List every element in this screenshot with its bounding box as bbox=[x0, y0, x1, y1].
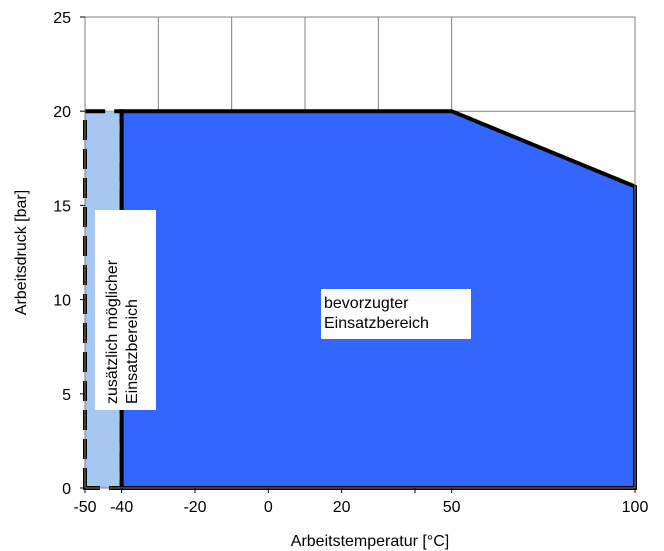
y-tick-label: 5 bbox=[62, 387, 71, 404]
x-tick-label: -50 bbox=[73, 499, 96, 516]
x-tick-label: -40 bbox=[110, 499, 133, 516]
x-tick-label: 100 bbox=[622, 499, 649, 516]
x-axis-title: Arbeitstemperatur [°C] bbox=[291, 533, 449, 550]
axes: -50 -40 -20 0 20 50 100 0 5 10 15 20 25 bbox=[53, 10, 648, 516]
region-labels: zusätzlich möglicher Einsatzbereich bevorz… bbox=[95, 210, 471, 410]
y-tick-label: 25 bbox=[53, 10, 71, 27]
y-tick-label: 15 bbox=[53, 198, 71, 215]
x-tick-label: 20 bbox=[333, 499, 351, 516]
y-tick-label: 20 bbox=[53, 104, 71, 121]
plot-area-frame bbox=[84, 16, 636, 489]
additional-range-label-box bbox=[95, 210, 156, 410]
x-tick-label: 0 bbox=[264, 499, 273, 516]
x-tick-label: -20 bbox=[183, 499, 206, 516]
preferred-range-label-line: bevorzugter bbox=[324, 295, 409, 312]
y-tick-label: 10 bbox=[53, 293, 71, 310]
x-tick-label: 50 bbox=[443, 499, 461, 516]
additional-range-label-line: Einsatzbereich bbox=[124, 299, 141, 404]
y-axis-title: Arbeitsdruck [bar] bbox=[13, 190, 30, 315]
additional-range-label-line: zusätzlich möglicher bbox=[104, 259, 121, 404]
preferred-range-label-box bbox=[321, 289, 471, 339]
preferred-range-label-line: Einsatzbereich bbox=[324, 315, 429, 332]
y-tick-label: 0 bbox=[62, 481, 71, 498]
additional-range-label: zusätzlich möglicher Einsatzbereich bbox=[104, 259, 141, 404]
